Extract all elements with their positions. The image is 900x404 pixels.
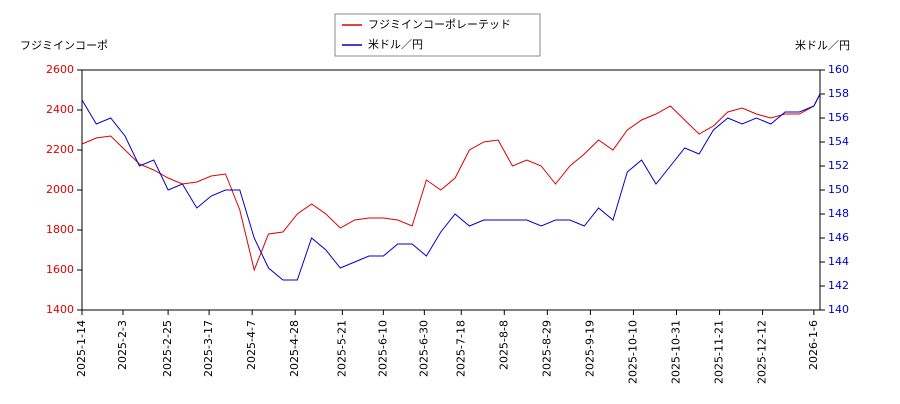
y2-tick-label: 160 bbox=[828, 63, 849, 76]
y-tick-label: 2400 bbox=[46, 103, 74, 116]
y2-tick-label: 144 bbox=[828, 255, 849, 268]
x-tick-label: 2025-8-8 bbox=[497, 320, 510, 370]
y-tick-label: 1600 bbox=[46, 263, 74, 276]
x-tick-label: 2025-4-7 bbox=[245, 320, 258, 370]
y2-tick-label: 156 bbox=[828, 111, 849, 124]
x-tick-label: 2025-2-3 bbox=[116, 320, 129, 370]
x-tick-label: 2025-5-21 bbox=[335, 320, 348, 377]
x-tick-label: 2025-12-12 bbox=[756, 320, 769, 384]
x-tick-label: 2025-4-28 bbox=[288, 320, 301, 377]
y-tick-label: 1800 bbox=[46, 223, 74, 236]
y-tick-label: 1400 bbox=[46, 303, 74, 316]
y2-tick-label: 140 bbox=[828, 303, 849, 316]
x-tick-label: 2025-10-10 bbox=[626, 320, 639, 384]
y-axis-label: フジミインコーポ bbox=[20, 39, 108, 52]
x-tick-label: 2025-10-31 bbox=[670, 320, 683, 384]
x-tick-label: 2026-1-6 bbox=[807, 320, 820, 370]
y2-tick-label: 148 bbox=[828, 207, 849, 220]
x-tick-label: 2025-3-17 bbox=[202, 320, 215, 377]
x-tick-label: 2025-6-30 bbox=[417, 320, 430, 377]
x-tick-label: 2025-11-21 bbox=[713, 320, 726, 384]
plot-frame bbox=[81, 69, 821, 311]
x-tick-label: 2025-7-18 bbox=[454, 320, 467, 377]
y2-tick-label: 146 bbox=[828, 231, 849, 244]
y-tick-label: 2200 bbox=[46, 143, 74, 156]
y2-tick-label: 150 bbox=[828, 183, 849, 196]
y2-tick-label: 154 bbox=[828, 135, 849, 148]
y-tick-label: 2000 bbox=[46, 183, 74, 196]
legend-label: 米ドル／円 bbox=[368, 38, 423, 51]
legend-label: フジミインコーポレーテッド bbox=[368, 18, 511, 31]
y2-tick-label: 158 bbox=[828, 87, 849, 100]
y-tick-label: 2600 bbox=[46, 63, 74, 76]
series-line bbox=[81, 93, 821, 281]
x-tick-label: 2025-9-19 bbox=[583, 320, 596, 377]
y2-axis-label: 米ドル／円 bbox=[795, 39, 850, 52]
y2-tick-label: 152 bbox=[828, 159, 849, 172]
series-line bbox=[81, 93, 821, 272]
x-tick-label: 2025-2-25 bbox=[161, 320, 174, 377]
x-tick-label: 2025-8-29 bbox=[540, 320, 553, 377]
x-tick-label: 2025-6-10 bbox=[376, 320, 389, 377]
y2-tick-label: 142 bbox=[828, 279, 849, 292]
x-tick-label: 2025-1-14 bbox=[75, 320, 88, 377]
legend bbox=[334, 13, 541, 57]
